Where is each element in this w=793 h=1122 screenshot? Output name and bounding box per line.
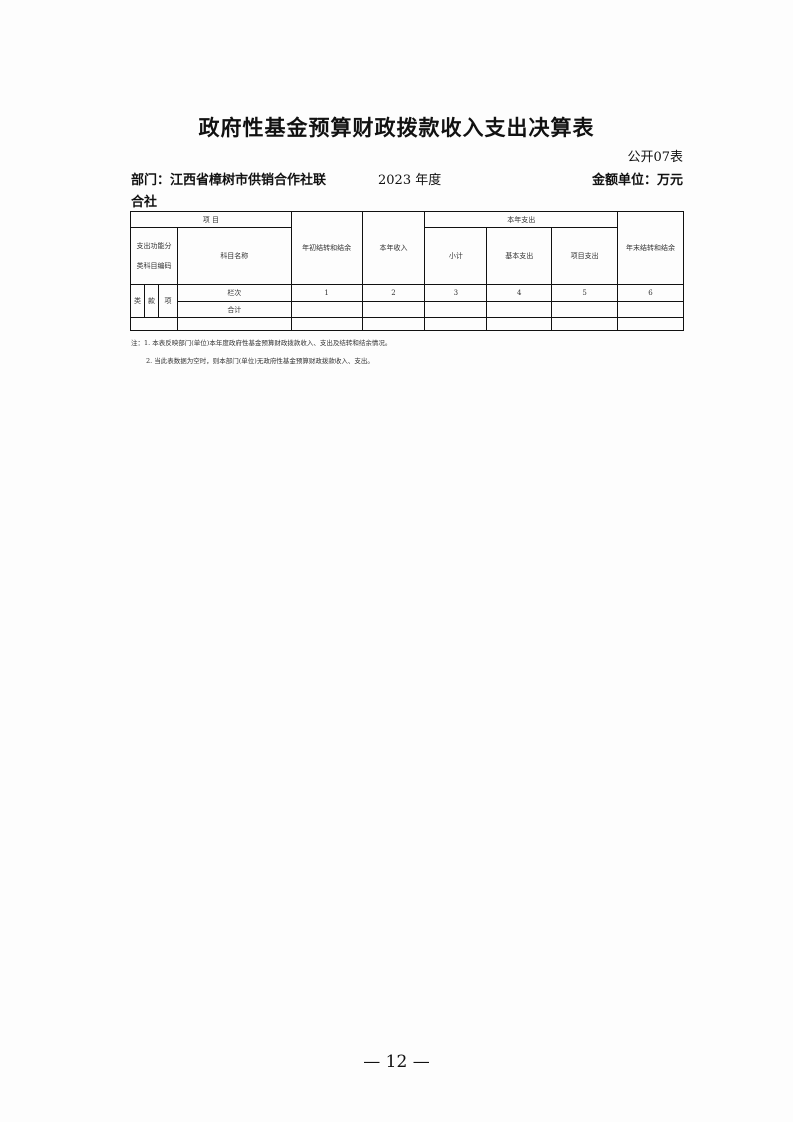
page-number: — 12 —	[363, 1052, 430, 1072]
col-num: 1	[290, 284, 363, 302]
col-num: 2	[361, 284, 426, 302]
col-num: 6	[617, 284, 684, 302]
note-1: 注：1. 本表反映部门(单位)本年度政府性基金预算财政拨款收入、支出及结转和结余…	[131, 339, 392, 347]
header-project-exp: 项目支出	[551, 227, 619, 285]
header-expense: 本年支出	[424, 211, 619, 228]
empty-row	[130, 317, 684, 331]
department-cont: 合社	[131, 195, 158, 210]
header-lei: 类	[130, 284, 145, 318]
table-number: 公开07表	[627, 150, 683, 165]
header-kuan: 款	[143, 284, 159, 318]
header-subtotal: 小计	[424, 227, 488, 285]
header-code: 支出功能分类科目编码	[130, 227, 178, 285]
col-num: 5	[551, 284, 619, 302]
column-row-label: 栏次	[176, 284, 292, 302]
total-row: 合计	[131, 301, 684, 318]
note-2: 2. 当此表数据为空时，则本部门(单位)无政府性基金预算财政拨款收入、支出。	[146, 357, 374, 365]
header-opening: 年初结转和结余	[290, 211, 363, 285]
department: 部门：江西省樟树市供销合作社联	[131, 173, 327, 188]
budget-table: 项 目 年初结转和结余 本年收入 本年支出 年末结转和结余 支出功能分类科目编码…	[130, 211, 684, 331]
header-basic: 基本支出	[486, 227, 553, 285]
amount-unit: 金额单位：万元	[591, 173, 683, 188]
header-xiang: 项	[157, 284, 178, 318]
page-title: 政府性基金预算财政拨款收入支出决算表	[198, 115, 595, 140]
fiscal-year: 2023 年度	[378, 173, 442, 188]
col-num: 4	[486, 284, 553, 302]
header-closing: 年末结转和结余	[617, 211, 684, 285]
total-label: 合计	[176, 301, 292, 318]
header-income: 本年收入	[361, 211, 426, 285]
header-project: 项 目	[130, 211, 292, 228]
col-num: 3	[424, 284, 488, 302]
header-name: 科目名称	[176, 227, 292, 285]
